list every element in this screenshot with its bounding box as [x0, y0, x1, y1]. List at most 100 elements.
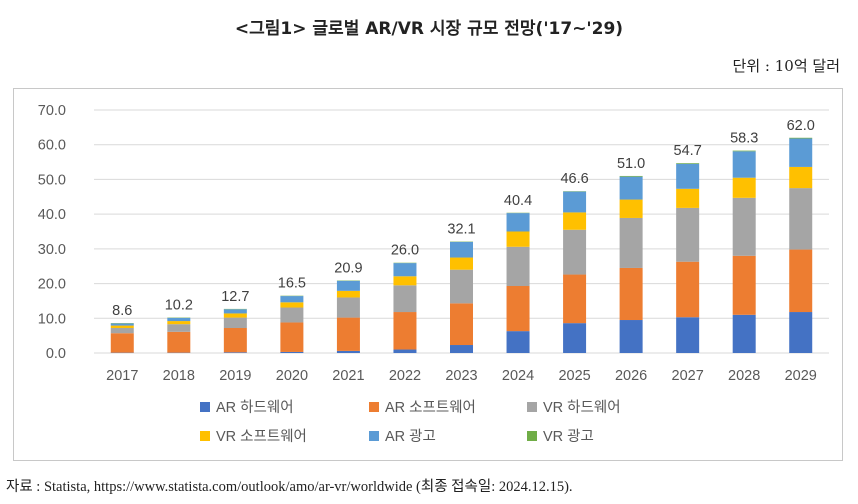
legend-label: AR 하드웨어 [216, 399, 294, 416]
legend-label: VR 하드웨어 [543, 399, 621, 416]
legend-swatch [369, 402, 379, 412]
bar-segment [280, 307, 304, 323]
bar-segment [110, 328, 134, 334]
bar-segment [676, 261, 700, 318]
bar-segment [167, 331, 191, 353]
legend-swatch [200, 431, 210, 441]
bar-segment [393, 285, 417, 313]
bar-segment [223, 313, 247, 318]
legend-swatch [200, 402, 210, 412]
bar-segment [450, 269, 473, 304]
bar-segment [506, 246, 530, 287]
bar-segment [336, 350, 360, 353]
bar-segment [619, 176, 643, 200]
legend-swatch [527, 431, 537, 441]
bar-segment [732, 150, 756, 152]
bar-segment [732, 314, 756, 353]
bar-segment [619, 320, 643, 353]
y-tick-label: 50.0 [38, 172, 66, 188]
bar-segment [280, 296, 304, 303]
x-tick-label: 2020 [276, 368, 308, 384]
source-note: 자료 : Statista, https://www.statista.com/… [6, 479, 573, 495]
bar-segment [676, 207, 700, 262]
bar-segment [280, 322, 304, 352]
bar-segment [563, 212, 587, 230]
bar-segment [676, 188, 700, 208]
bar-segment [619, 199, 643, 218]
bar-segment [619, 175, 643, 177]
total-label: 46.6 [560, 171, 588, 187]
total-label: 58.3 [730, 131, 758, 147]
bar-segment [223, 352, 247, 353]
bar-segment [223, 328, 247, 353]
bar-segment [563, 191, 587, 213]
stacked-bar-chart: 0.0 10.0 20.0 30.0 40.0 50.0 60.0 70.0 8.6 2017 10… [38, 103, 829, 445]
bar-segment [789, 312, 813, 353]
x-tick-label: 2023 [445, 368, 477, 384]
legend-swatch [527, 402, 537, 412]
bar-segment [280, 351, 304, 353]
total-label: 12.7 [221, 289, 249, 305]
bar-segment [110, 323, 134, 326]
bar-segment [732, 255, 756, 315]
x-tick-label: 2017 [106, 368, 138, 384]
bar-segment [676, 317, 700, 353]
x-tick-label: 2018 [163, 368, 195, 384]
bar-segment [789, 188, 813, 250]
bar-segment [789, 166, 813, 189]
x-tick-label: 2028 [728, 368, 760, 384]
bar-segment [676, 163, 700, 164]
total-label: 32.1 [447, 222, 475, 238]
bar-segment [450, 257, 473, 270]
bar-segment [393, 276, 417, 286]
bar-segment [506, 286, 530, 332]
bar-segment [450, 303, 473, 346]
bar-segment [393, 263, 417, 277]
bar-segment [223, 317, 247, 329]
bar-segment [167, 321, 191, 325]
total-label: 40.4 [504, 193, 532, 209]
bar-segment [110, 333, 134, 353]
x-tick-label: 2026 [615, 368, 647, 384]
bar-segment [167, 317, 191, 322]
bar-segment [393, 312, 417, 350]
bar-segment [789, 138, 813, 167]
x-tick-label: 2022 [389, 368, 421, 384]
bar-segment [676, 163, 700, 189]
total-label: 20.9 [334, 260, 362, 276]
x-tick-label: 2019 [219, 368, 251, 384]
bar-segment [336, 290, 360, 298]
total-label: 54.7 [674, 143, 702, 159]
chart-frame: 0.0 10.0 20.0 30.0 40.0 50.0 60.0 70.0 8.6 2017 10… [13, 88, 843, 461]
bar-segment [506, 213, 530, 232]
bar-segment [789, 137, 813, 139]
bar-segment [450, 241, 473, 258]
bar-segment [223, 309, 247, 314]
total-label: 10.2 [165, 298, 193, 314]
x-tick-label: 2029 [785, 368, 817, 384]
y-tick-label: 40.0 [38, 207, 66, 223]
x-tick-label: 2021 [332, 368, 364, 384]
bar-segment [336, 297, 360, 318]
bar-segment [732, 151, 756, 178]
bar-segment [336, 317, 360, 351]
bar-segment [393, 349, 417, 353]
y-tick-label: 70.0 [38, 103, 66, 119]
bar-segment [110, 325, 134, 329]
total-label: 62.0 [787, 118, 815, 134]
unit-label: 단위 : 10억 달러 [732, 57, 840, 75]
bar-segment [506, 331, 530, 353]
bar-segment [619, 267, 643, 321]
bar-segment [789, 249, 813, 313]
total-label: 8.6 [112, 303, 132, 319]
legend-label: AR 광고 [385, 428, 436, 445]
chart-title: <그림1> 글로벌 AR/VR 시장 규모 전망('17~'29) [234, 19, 624, 39]
y-tick-label: 10.0 [38, 311, 66, 327]
x-tick-label: 2027 [672, 368, 704, 384]
y-tick-label: 60.0 [38, 138, 66, 154]
y-tick-label: 20.0 [38, 277, 66, 293]
bar-segment [732, 197, 756, 256]
bar-segment [619, 217, 643, 268]
x-tick-label: 2025 [558, 368, 590, 384]
y-tick-label: 30.0 [38, 242, 66, 258]
